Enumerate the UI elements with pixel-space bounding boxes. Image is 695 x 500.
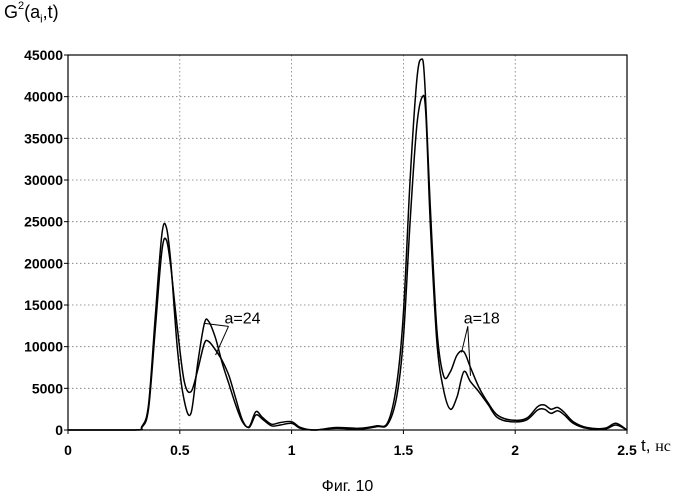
y-axis-label: G2(ai,t) [4, 2, 59, 26]
y-tick-label: 15000 [24, 297, 63, 313]
x-tick-label: 2 [511, 442, 519, 458]
y-tick-labels: 0 5000 10000 15000 20000 25000 30000 35000 40000… [24, 47, 63, 438]
x-tick-label: 1.5 [394, 442, 414, 458]
x-tick-label: 1 [288, 442, 296, 458]
x-label-unit: нс [655, 438, 671, 455]
y-label-base: G [4, 2, 18, 22]
annotation-pointer-line [468, 326, 471, 376]
y-tick-label: 5000 [32, 380, 63, 396]
annotation-pointer-line [462, 326, 468, 352]
series-line-2 [68, 59, 627, 430]
x-tick-label: 0 [64, 442, 72, 458]
annotations: a=24 a=18 [204, 310, 500, 376]
y-label-open: (a [24, 2, 40, 22]
x-tick-label: 2.5 [617, 442, 637, 458]
y-label-superscript: 2 [18, 0, 24, 12]
y-tick-label: 20000 [24, 255, 63, 271]
y-tick-label: 30000 [24, 172, 63, 188]
x-tick-labels: 0 0.5 1 1.5 2 2.5 [64, 442, 637, 458]
y-tick-label: 0 [55, 422, 63, 438]
y-label-close: ,t) [43, 2, 59, 22]
axis-ticks [64, 55, 627, 434]
x-axis-label: t, нс [641, 436, 671, 456]
annotation-label-1: a=24 [225, 310, 261, 327]
series-lines [68, 59, 627, 430]
y-tick-label: 40000 [24, 89, 63, 105]
x-tick-label: 0.5 [170, 442, 190, 458]
y-tick-label: 35000 [24, 130, 63, 146]
annotation-label-2: a=18 [464, 310, 500, 327]
y-tick-label: 25000 [24, 214, 63, 230]
annotation-pointer-line [216, 326, 229, 355]
y-tick-label: 45000 [24, 47, 63, 63]
series-line-1 [68, 95, 627, 430]
figure-caption: Фиг. 10 [0, 478, 695, 496]
x-label-variable: t, [641, 436, 650, 455]
y-tick-label: 10000 [24, 339, 63, 355]
